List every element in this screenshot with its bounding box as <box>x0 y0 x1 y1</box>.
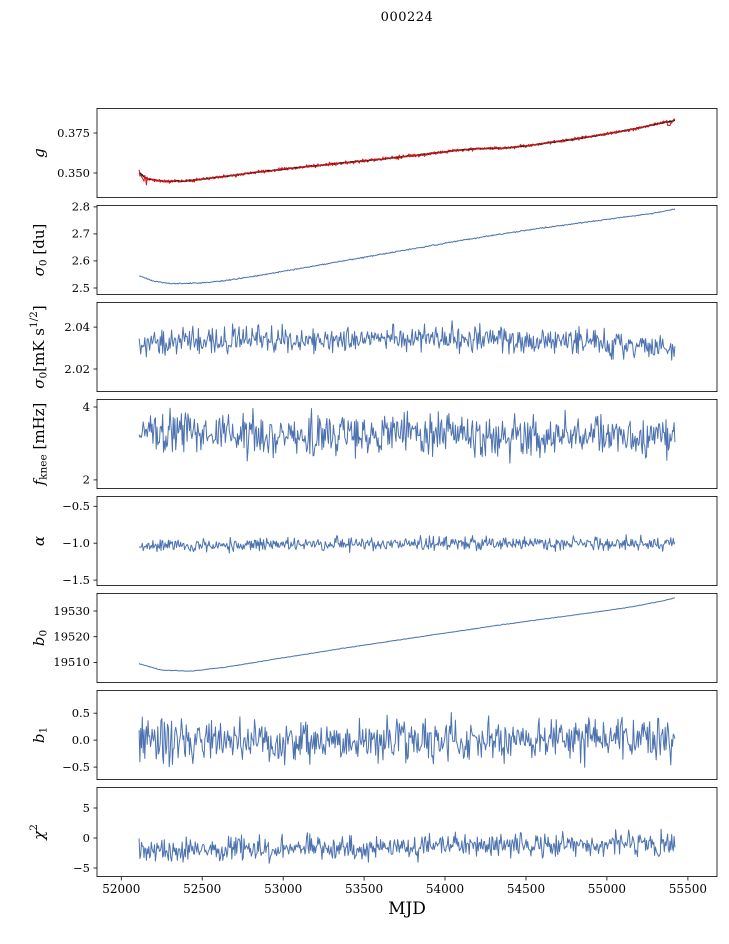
y-axis-title: α <box>30 536 48 546</box>
subplot-g: 0.350 0.375 g <box>0 108 729 198</box>
y-tick-label: 19530 <box>53 604 90 618</box>
y-tick-label: 19510 <box>53 655 90 669</box>
y-tick-label: 19520 <box>53 630 90 644</box>
series-chi2 <box>138 828 676 864</box>
x-tick-label: 52000 <box>102 882 140 896</box>
plot-canvas: 0.350 0.375 g <box>30 108 718 198</box>
x-tick-label: 54000 <box>426 882 464 896</box>
x-tick-label: 55000 <box>588 882 626 896</box>
plot-frame <box>96 593 718 683</box>
plot-frame <box>96 302 718 392</box>
y-tick-label: −0.5 <box>62 499 90 513</box>
series-data <box>138 118 676 186</box>
x-tick-label: 53500 <box>345 882 383 896</box>
y-tick-label: 0 <box>83 831 90 845</box>
subplot-chi2: −5 0 5 52000 52500 53000 53500 54000 54500 55000 5… <box>0 787 729 896</box>
y-tick-label: 5 <box>83 801 90 815</box>
y-tick-label: 0.350 <box>57 166 90 180</box>
subplot-sigma0-du: 2.5 2.6 2.7 2.8 σ0 [du] <box>0 200 729 295</box>
subplot-b1: −0.5 0.0 0.5 b1 <box>0 690 729 780</box>
y-tick-label: 4 <box>83 400 90 414</box>
plot-frame <box>96 496 718 586</box>
plot-frame <box>96 690 718 780</box>
plot-frame <box>96 205 718 295</box>
series-b1 <box>138 712 676 768</box>
x-tick-label: 52500 <box>183 882 221 896</box>
y-axis-title: fknee [mHz] <box>30 403 50 487</box>
y-tick-label: 2.8 <box>72 200 90 214</box>
figure-title: 000224 <box>380 10 434 25</box>
x-axis-label: MJD <box>388 899 426 919</box>
plot-canvas: 2.02 2.04 σ0[mK s1/2] <box>28 302 718 392</box>
y-axis-title: g <box>30 148 48 158</box>
x-tick-label: 55500 <box>669 882 707 896</box>
plot-canvas: −1.5 −1.0 −0.5 α <box>30 496 718 587</box>
plot-canvas: 2.5 2.6 2.7 2.8 σ0 [du] <box>30 200 718 295</box>
plot-frame <box>96 399 718 489</box>
subplot-stack: 0.350 0.375 g 2.5 2.6 2.7 2.8 σ0 [du] 2.02 2.04… <box>0 108 729 896</box>
y-axis-title: b1 <box>30 727 50 743</box>
x-tick-label: 54500 <box>507 882 545 896</box>
series-b0 <box>138 597 676 672</box>
y-axis-title: χ2 <box>28 824 48 841</box>
y-tick-label: 2.7 <box>72 227 90 241</box>
y-tick-label: 0.375 <box>57 126 90 140</box>
y-tick-label: 2.6 <box>72 254 90 268</box>
y-tick-label: 2.04 <box>64 320 90 334</box>
plot-frame <box>96 108 718 198</box>
y-tick-label: −0.5 <box>62 760 90 774</box>
y-tick-label: 2 <box>83 473 90 487</box>
subplot-fknee: 2 4 fknee [mHz] <box>0 399 729 489</box>
subplot-b0: 19510 19520 19530 b0 <box>0 593 729 683</box>
subplot-sigma0-mks: 2.02 2.04 σ0[mK s1/2] <box>0 302 729 392</box>
y-axis-title: σ0[mK s1/2] <box>28 305 50 388</box>
y-tick-label: 2.02 <box>64 362 90 376</box>
y-tick-label: 2.5 <box>72 281 90 295</box>
y-tick-label: −5 <box>73 861 90 875</box>
plot-canvas: −5 0 5 52000 52500 53000 53500 54000 54500 55000 5… <box>28 787 718 896</box>
y-axis-title: σ0 [du] <box>30 224 50 277</box>
series-fknee <box>138 407 676 464</box>
y-tick-label: 0.0 <box>72 733 90 747</box>
series-sigma0-du <box>138 208 676 285</box>
y-tick-label: −1.5 <box>62 573 90 587</box>
y-tick-label: −1.0 <box>62 536 90 550</box>
y-tick-label: 0.5 <box>72 706 90 720</box>
plot-canvas: 2 4 fknee [mHz] <box>30 399 718 489</box>
y-axis-title: b0 <box>30 630 50 646</box>
series-alpha <box>138 534 676 554</box>
plot-frame <box>96 787 718 877</box>
x-tick-label: 53000 <box>264 882 302 896</box>
series-model <box>138 119 676 183</box>
plot-canvas: −0.5 0.0 0.5 b1 <box>30 690 718 780</box>
subplot-alpha: −1.5 −1.0 −0.5 α <box>0 496 729 587</box>
series-sigma0-mks <box>138 320 676 361</box>
